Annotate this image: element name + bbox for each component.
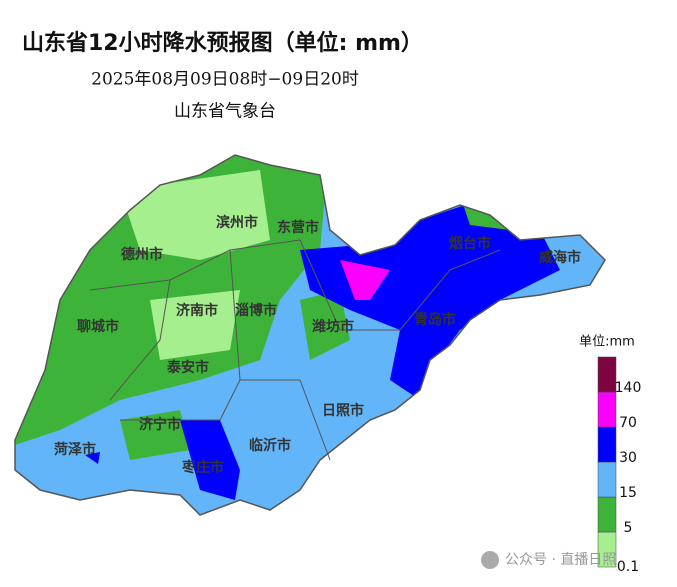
city-label: 菏泽市 [54, 441, 96, 458]
issuer: 山东省气象台 [174, 102, 276, 122]
legend-level: 5 [624, 520, 633, 536]
legend-swatch [597, 461, 617, 498]
legend-level: 0.1 [617, 559, 639, 575]
borders [14, 154, 606, 516]
title: 山东省12小时降水预报图（单位: mm） [22, 30, 423, 56]
watermark: 公众号 · 直播日照 [505, 551, 616, 568]
period: 2025年08月09日08时−09日20时 [91, 70, 359, 90]
city-label: 潍坊市 [312, 318, 354, 335]
city-label: 济南市 [176, 302, 218, 319]
legend-swatch [597, 496, 617, 533]
city-label: 滨州市 [216, 214, 258, 231]
city-label: 泰安市 [166, 359, 209, 376]
legend-level: 30 [619, 450, 637, 466]
watermark-icon [481, 551, 499, 569]
city-label: 日照市 [322, 402, 364, 419]
city-label: 德州市 [121, 246, 163, 263]
city-label: 东营市 [277, 219, 319, 236]
city-label: 临沂市 [249, 437, 291, 454]
legend-title: 单位:mm [579, 335, 635, 350]
legend-swatch [597, 391, 617, 428]
legend-swatch [597, 426, 617, 463]
city-label: 聊城市 [77, 318, 119, 335]
city-label: 济宁市 [139, 416, 181, 433]
city-label: 青岛市 [414, 311, 456, 328]
legend-level: 15 [619, 485, 637, 501]
city-label: 威海市 [539, 249, 581, 266]
legend-level: 140 [615, 380, 642, 396]
city-label: 淄博市 [235, 302, 277, 319]
precip-map [15, 155, 605, 515]
city-label: 枣庄市 [181, 459, 224, 476]
legend-swatch [597, 356, 617, 393]
legend-level: 70 [619, 415, 637, 431]
city-label: 烟台市 [449, 235, 491, 252]
